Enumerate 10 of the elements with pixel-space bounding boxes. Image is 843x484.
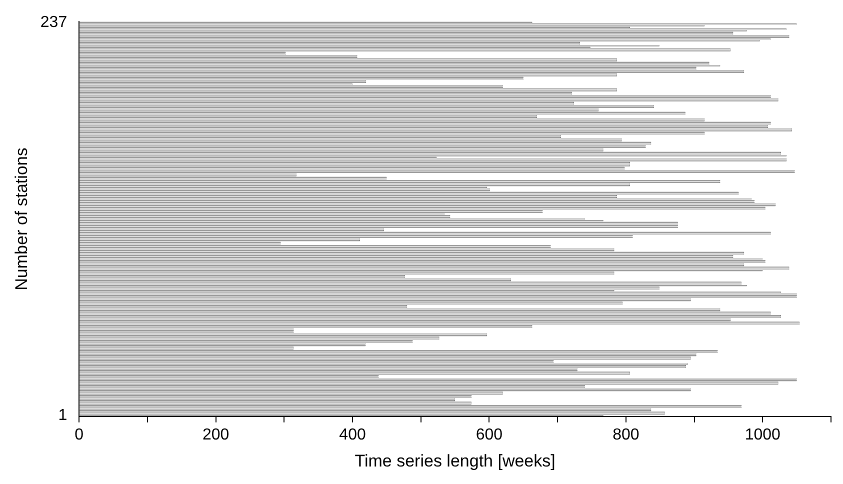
x-tick-label: 1000 — [744, 426, 781, 444]
x-tick-label: 600 — [476, 426, 503, 444]
x-tick-label: 200 — [202, 426, 230, 444]
x-tick-label: 0 — [74, 426, 84, 444]
x-tick-label: 400 — [339, 426, 366, 444]
y-tick-label: 1 — [58, 406, 68, 424]
x-tick-label: 800 — [612, 426, 640, 444]
y-axis-title: Number of stations — [12, 148, 31, 290]
y-tick-label: 237 — [40, 14, 68, 31]
x-axis-title: Time series length [weeks] — [354, 451, 556, 470]
